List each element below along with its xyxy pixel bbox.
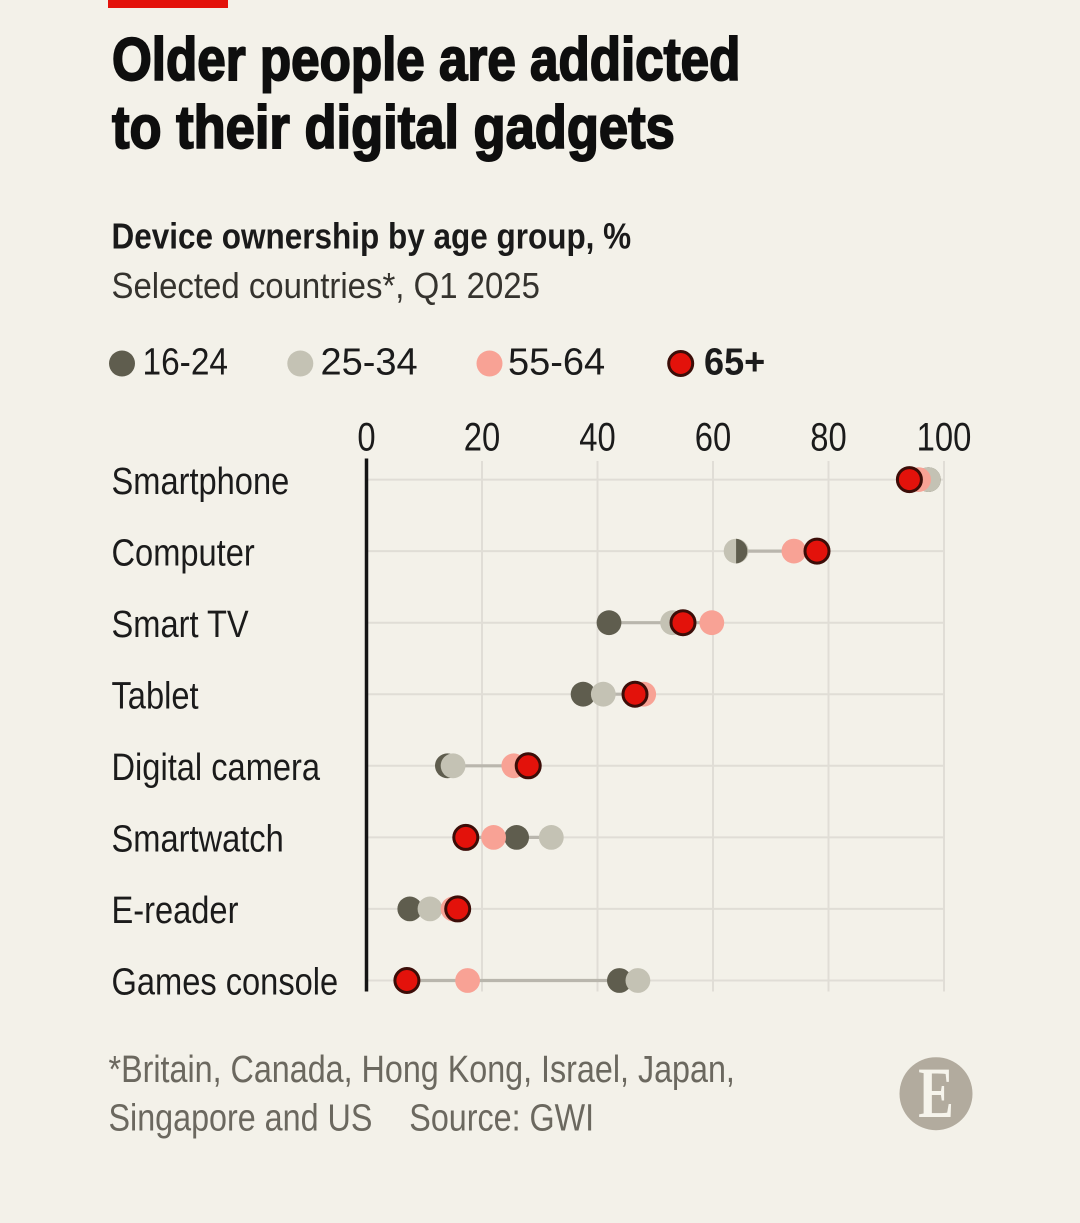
svg-text:E: E: [918, 1053, 954, 1133]
svg-text:80: 80: [810, 415, 846, 460]
svg-text:Smart TV: Smart TV: [112, 603, 250, 646]
svg-text:*Britain, Canada, Hong Kong, I: *Britain, Canada, Hong Kong, Israel, Jap…: [109, 1049, 735, 1091]
svg-text:16-24: 16-24: [143, 341, 229, 383]
svg-text:Digital camera: Digital camera: [112, 746, 321, 789]
svg-text:Tablet: Tablet: [112, 674, 199, 717]
svg-text:65+: 65+: [704, 340, 765, 383]
svg-text:Games console: Games console: [112, 960, 339, 1003]
svg-text:Source: GWI: Source: GWI: [409, 1097, 594, 1139]
svg-text:40: 40: [579, 415, 615, 460]
svg-text:Computer: Computer: [112, 531, 255, 574]
svg-text:Smartwatch: Smartwatch: [112, 817, 284, 860]
svg-text:25-34: 25-34: [321, 342, 418, 384]
svg-text:Selected countries*, Q1 2025: Selected countries*, Q1 2025: [112, 267, 540, 307]
svg-text:55-64: 55-64: [508, 342, 605, 384]
svg-text:Device ownership by age group,: Device ownership by age group, %: [112, 217, 632, 257]
svg-text:E-reader: E-reader: [112, 889, 239, 932]
svg-text:60: 60: [695, 415, 731, 460]
svg-text:0: 0: [357, 415, 375, 460]
svg-text:20: 20: [464, 415, 500, 460]
svg-text:Older people are addicted: Older people are addicted: [112, 26, 740, 93]
svg-text:Smartphone: Smartphone: [112, 459, 290, 502]
svg-text:to their digital gadgets: to their digital gadgets: [112, 94, 675, 161]
svg-text:100: 100: [917, 415, 972, 460]
svg-text:Singapore and US: Singapore and US: [109, 1097, 373, 1139]
